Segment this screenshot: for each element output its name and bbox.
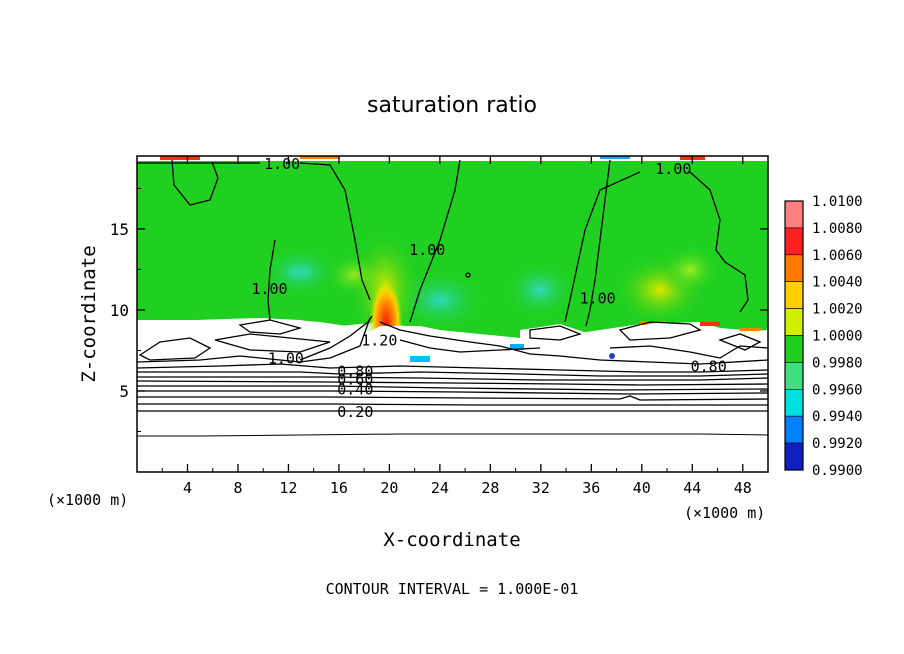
x-unit-left: (×1000 m) bbox=[47, 491, 128, 509]
contour-label: 0.80 bbox=[691, 358, 727, 376]
y-tick-label: 15 bbox=[110, 220, 129, 239]
colorbar-swatch bbox=[784, 281, 804, 309]
x-tick-label: 20 bbox=[380, 479, 398, 497]
x-tick-label: 12 bbox=[279, 479, 297, 497]
x-axis-title: X-coordinate bbox=[383, 529, 520, 551]
colorbar-label: 0.9960 bbox=[812, 382, 863, 398]
colorbar-label: 1.0020 bbox=[812, 302, 863, 318]
colorbar-swatch bbox=[784, 335, 804, 363]
contour-label: 1.00 bbox=[580, 290, 616, 308]
colorbar: 1.0100 1.0080 1.0060 1.0040 1.0020 1.0000 0.99… bbox=[784, 194, 863, 479]
x-tick-label: 28 bbox=[481, 479, 499, 497]
x-tick-label: 32 bbox=[532, 479, 550, 497]
x-tick-label: 24 bbox=[431, 479, 449, 497]
contour-label: 1.00 bbox=[251, 280, 287, 298]
colorbar-swatch bbox=[784, 200, 804, 229]
colorbar-frame bbox=[784, 200, 804, 471]
contour-label: 1.20 bbox=[361, 332, 397, 350]
x-tick-label: 36 bbox=[582, 479, 600, 497]
colorbar-label: 0.9920 bbox=[812, 436, 863, 452]
colorbar-swatch bbox=[784, 442, 804, 471]
colorbar-label: 1.0100 bbox=[812, 194, 863, 210]
contour-label: 0.40 bbox=[337, 380, 373, 398]
x-axis: 4 8 12 16 20 24 28 32 36 40 44 48 bbox=[161, 156, 752, 497]
x-tick-label: 44 bbox=[683, 479, 701, 497]
colorbar-label: 0.9980 bbox=[812, 355, 863, 371]
chart-title: saturation ratio bbox=[367, 93, 537, 118]
colorbar-swatch bbox=[784, 227, 804, 256]
colorbar-label: 1.0060 bbox=[812, 248, 863, 264]
y-axis-title: Z-coordinate bbox=[78, 245, 100, 382]
contour-label: 1.00 bbox=[409, 241, 445, 259]
x-tick-label: 16 bbox=[330, 479, 348, 497]
contour-label: 1.00 bbox=[264, 155, 300, 173]
plot-field bbox=[137, 156, 768, 472]
x-tick-label: 48 bbox=[734, 479, 752, 497]
colorbar-swatch bbox=[784, 388, 804, 417]
contour-interval-note: CONTOUR INTERVAL = 1.000E-01 bbox=[326, 580, 579, 598]
contour-label: 1.00 bbox=[655, 160, 691, 178]
x-unit-right: (×1000 m) bbox=[684, 504, 765, 522]
contour-label: 0.80 bbox=[337, 363, 373, 381]
y-tick-label: 10 bbox=[110, 301, 129, 320]
colorbar-label: 1.0000 bbox=[812, 329, 863, 345]
x-tick-label: 4 bbox=[183, 479, 192, 497]
colorbar-label: 1.0040 bbox=[812, 275, 863, 291]
plot-frame bbox=[136, 155, 769, 473]
colorbar-label: 0.9940 bbox=[812, 409, 863, 425]
contour-label: 0.20 bbox=[337, 403, 373, 421]
x-tick-label: 40 bbox=[633, 479, 651, 497]
contour-lines bbox=[137, 159, 768, 437]
contour-label: 0.60 bbox=[337, 371, 373, 389]
contour-label: 1.00 bbox=[268, 350, 304, 368]
colorbar-swatch bbox=[784, 254, 804, 283]
y-tick-label: 5 bbox=[119, 382, 129, 401]
colorbar-swatch bbox=[784, 308, 804, 336]
y-axis: 5 10 15 bbox=[110, 187, 768, 432]
colorbar-label: 1.0080 bbox=[812, 221, 863, 237]
contour-labels: 1.00 1.001.001.001.001.201.000.800.600.40… bbox=[251, 155, 727, 421]
colorbar-swatch bbox=[784, 415, 804, 444]
colorbar-label: 0.9900 bbox=[812, 463, 863, 479]
x-tick-label: 8 bbox=[233, 479, 242, 497]
colorbar-swatch bbox=[784, 362, 804, 390]
